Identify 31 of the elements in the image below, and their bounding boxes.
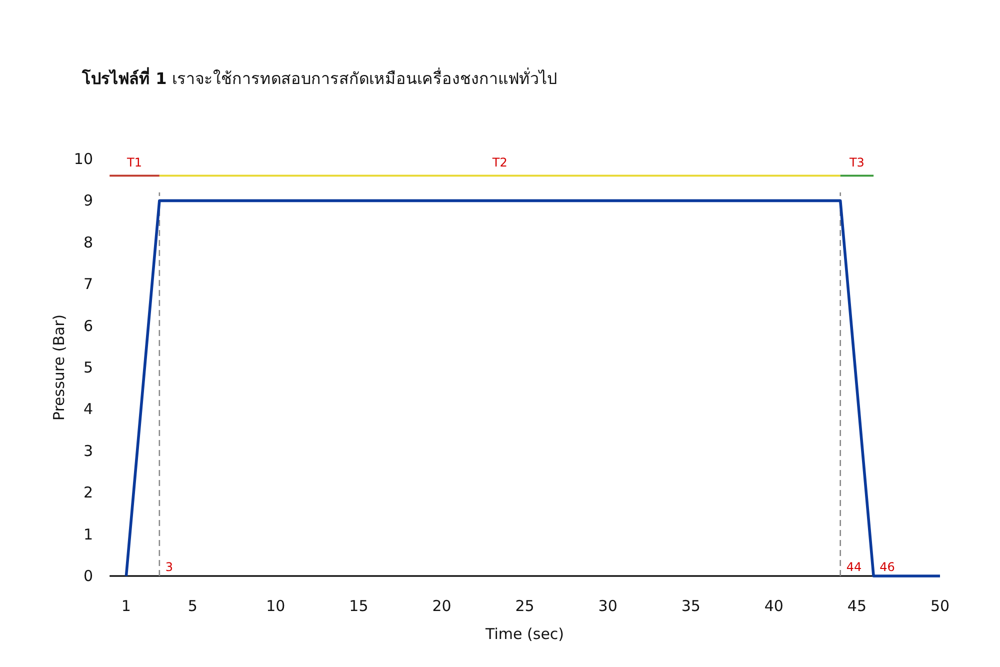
x-tick-label: 50 [930, 597, 950, 615]
y-tick-label: 9 [83, 192, 93, 210]
x-tick-label: 15 [349, 597, 368, 615]
y-axis-title: Pressure (Bar) [50, 314, 68, 421]
x-tick-label: 25 [515, 597, 534, 615]
x-tick-label: 30 [598, 597, 618, 615]
y-tick-label: 6 [83, 316, 93, 335]
y-tick-label: 8 [83, 233, 93, 252]
x-tick-label: 10 [266, 597, 286, 615]
annotation: 46 [880, 560, 895, 574]
series-label: T1 [126, 156, 142, 170]
ref-line-label: 44 [846, 560, 862, 574]
x-tick-label: 40 [764, 597, 784, 615]
y-tick-label: 10 [74, 150, 93, 168]
y-tick-label: 2 [83, 484, 93, 502]
x-tick-label: 20 [432, 597, 452, 615]
x-tick-label: 1 [121, 597, 131, 615]
y-tick-label: 1 [83, 525, 93, 544]
y-tick-label: 7 [83, 275, 93, 294]
x-tick-label: 5 [188, 597, 198, 615]
ref-line-label: 3 [165, 560, 174, 574]
chart-title: โปรไฟล์ที่ 1 เราจะใช้การทดสอบการสกัดเหมือนเครื่องชงกาแฟทั่วไป [81, 67, 557, 88]
y-tick-label: 4 [83, 400, 93, 418]
y-tick-label: 5 [83, 358, 93, 376]
x-tick-label: 45 [847, 597, 867, 615]
y-tick-label: 3 [83, 442, 93, 460]
x-tick-label: 35 [681, 597, 700, 615]
x-axis-title: Time (sec) [484, 625, 564, 643]
series-label: T2 [491, 156, 508, 170]
series-label: T3 [848, 156, 864, 170]
y-tick-label: 0 [83, 567, 93, 585]
